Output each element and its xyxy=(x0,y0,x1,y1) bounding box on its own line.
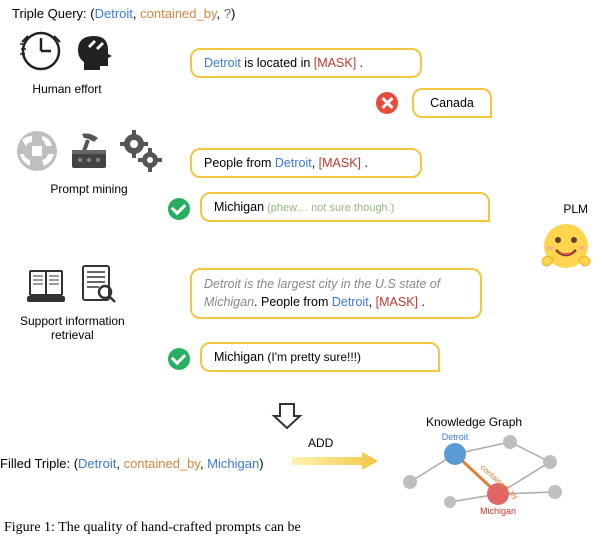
figure-caption: Figure 1: The quality of hand-crafted pr… xyxy=(4,520,301,536)
filled-triple: Filled Triple: (Detroit, contained_by, M… xyxy=(0,456,264,471)
mining-prompt-bubble: People from Detroit, [MASK] . xyxy=(190,148,422,178)
books-icon xyxy=(23,260,69,306)
cross-icon xyxy=(376,92,398,114)
triple-query: Triple Query: (Detroit, contained_by, ?) xyxy=(12,6,235,21)
query-entity: Detroit xyxy=(95,6,133,21)
kg-label: Knowledge Graph xyxy=(426,415,522,429)
human-effort-label: Human effort xyxy=(32,82,101,96)
hugging-face-icon xyxy=(536,218,596,278)
plm-label: PLM xyxy=(563,202,588,216)
kg-node-detroit: Detroit xyxy=(442,432,469,442)
human-answer-bubble: Canada xyxy=(412,88,492,118)
support-icons: Support information retrieval xyxy=(20,260,125,342)
gears-icon xyxy=(118,128,164,174)
query-qmark: ? xyxy=(224,6,231,21)
document-search-icon xyxy=(75,260,121,306)
support-prompt-bubble: Detroit is the largest city in the U.S s… xyxy=(190,268,482,319)
mining-icon xyxy=(66,128,112,174)
support-label: Support information retrieval xyxy=(20,314,125,342)
support-answer-bubble: Michigan (I'm pretty sure!!!) xyxy=(200,342,440,372)
mining-answer-bubble: Michigan (phew… not sure though.) xyxy=(200,192,490,222)
kg-node-michigan: Michigan xyxy=(480,506,516,516)
prompt-mining-label: Prompt mining xyxy=(50,182,127,196)
add-label: ADD xyxy=(308,436,333,450)
human-effort-icons: Human effort xyxy=(18,28,116,96)
check-icon-2 xyxy=(168,348,190,370)
prompt-mining-icons: Prompt mining xyxy=(14,128,164,196)
check-icon xyxy=(168,198,190,220)
globe-icon xyxy=(14,128,60,174)
query-prefix: Triple Query: ( xyxy=(12,6,95,21)
head-tools-icon xyxy=(70,28,116,74)
clock-icon xyxy=(18,28,64,74)
add-arrow-icon xyxy=(292,452,378,470)
query-relation: contained_by xyxy=(140,6,216,21)
human-prompt-bubble: Detroit is located in [MASK] . xyxy=(190,48,422,78)
knowledge-graph: Detroit Michigan contained_by xyxy=(390,432,590,524)
down-arrow-icon xyxy=(270,398,304,432)
